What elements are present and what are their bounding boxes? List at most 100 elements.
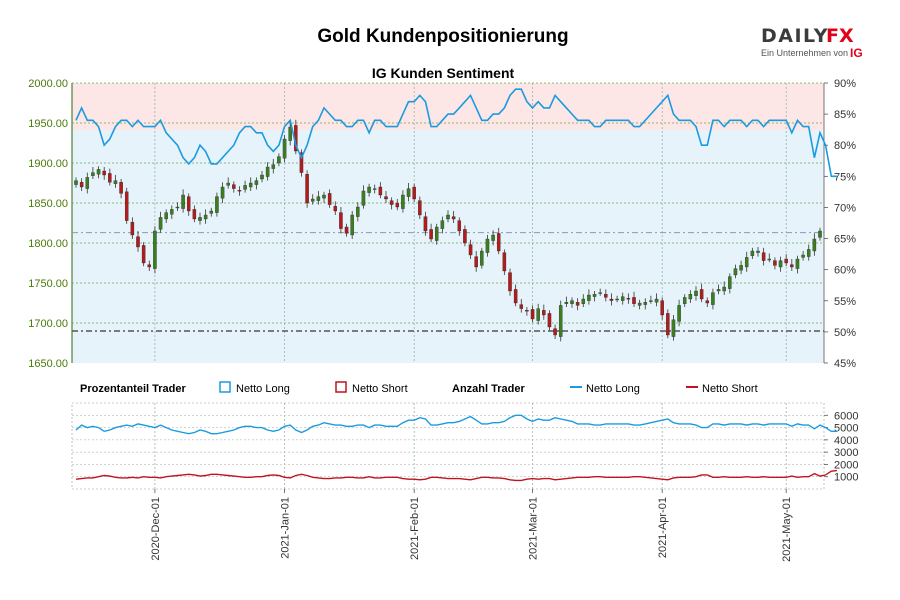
brand-name-right: FX (826, 25, 854, 47)
left-tick-label: 1900.00 (28, 158, 68, 170)
candle-body (164, 212, 168, 220)
legend-cnt-long: Netto Long (586, 383, 640, 395)
candle-body (806, 249, 811, 257)
candle-body (440, 220, 445, 229)
x-tick-label: 2021-Jan-01 (280, 497, 292, 559)
candle-body (243, 185, 247, 190)
candle-body (198, 217, 202, 221)
candle-body (508, 272, 512, 292)
candle-body (124, 191, 129, 221)
legend: Prozentanteil Trader Netto Long Netto Sh… (80, 381, 758, 395)
candle-body (271, 164, 276, 169)
candle-body (744, 257, 749, 268)
candle-body (412, 186, 416, 200)
candle-body (812, 238, 817, 252)
right-tick-label: 75% (834, 171, 856, 183)
candle-body (756, 250, 760, 253)
candle-body (395, 202, 400, 208)
candle-body (733, 268, 738, 276)
left-tick-label: 1750.00 (28, 278, 68, 290)
candle-body (79, 182, 84, 188)
candle-body (113, 180, 118, 184)
candle-body (722, 286, 726, 292)
candle-body (181, 194, 185, 209)
candle-body (175, 206, 180, 209)
candle-body (643, 302, 648, 305)
long-majority-zone (72, 130, 824, 363)
candle-body (305, 174, 309, 204)
candle-body (778, 260, 783, 268)
candle-body (141, 245, 146, 264)
pct-long-line (75, 88, 837, 178)
candle-body (699, 289, 704, 300)
candle-body (209, 210, 214, 214)
candle-body (248, 182, 253, 188)
candle-body (339, 212, 343, 229)
candle-body (728, 276, 732, 289)
candle-body (513, 289, 518, 304)
legend-pct-short: Netto Short (352, 383, 408, 395)
count-tick-label: 4000 (834, 435, 858, 447)
candle-body (429, 229, 433, 240)
candle-body (575, 302, 580, 306)
candle-body (801, 254, 805, 258)
x-tick-label: 2020-Dec-01 (150, 497, 162, 561)
right-tick-label: 55% (834, 296, 856, 308)
candle-body (457, 220, 462, 232)
candle-body (570, 300, 574, 304)
candle-body (660, 300, 664, 316)
candle-body (153, 230, 157, 269)
count-panel (72, 403, 824, 489)
count-grid (72, 403, 824, 489)
candle-body (451, 216, 456, 220)
candle-body (384, 196, 388, 200)
candle-body (203, 214, 208, 220)
candle-body (418, 200, 422, 216)
left-tick-label: 1850.00 (28, 198, 68, 210)
candle-body (310, 198, 315, 202)
candle-body (795, 258, 800, 269)
candle-body (130, 222, 135, 236)
candle-body (609, 298, 614, 301)
right-tick-label: 85% (834, 109, 856, 121)
candle-body (519, 304, 524, 309)
left-axis-ticks: 1650.00 1700.00 1750.00 1800.00 1850.00 1900.… (28, 78, 68, 370)
legend-cnt-short: Netto Short (702, 383, 758, 395)
candle-body (558, 305, 563, 337)
candle-body (288, 126, 292, 141)
candle-body (767, 258, 772, 261)
candle-body (615, 298, 619, 301)
candle-body (322, 194, 326, 199)
candle-body (682, 297, 687, 304)
candle-body (254, 180, 259, 185)
dailyfx-logo: DAILY FX Ein Unternehmen von IG (761, 25, 863, 60)
candle-body (564, 302, 569, 304)
candle-body (446, 214, 450, 220)
candle-body (784, 258, 788, 264)
candle-body (626, 298, 631, 300)
x-tick-label: 2021-May-01 (781, 497, 793, 562)
candle-body (711, 292, 715, 305)
candle-body (372, 188, 377, 190)
candle-body (367, 186, 371, 193)
candle-body (649, 300, 653, 302)
reference-lines (72, 232, 824, 332)
cnt-long-line (75, 414, 837, 435)
right-tick-label: 45% (834, 358, 856, 370)
left-tick-label: 2000.00 (28, 78, 68, 90)
candle-body (277, 156, 281, 164)
candle-body (587, 294, 591, 301)
right-axis-ticks: 45% 50% 55% 60% 65% 70% 75% 80% 85% 90% (823, 78, 856, 370)
candle-body (260, 174, 264, 180)
candle-body (750, 250, 755, 256)
candle-body (350, 214, 354, 236)
count-tick-label: 3000 (834, 447, 858, 459)
legend-pct-long: Netto Long (236, 383, 290, 395)
short-majority-zone (72, 83, 824, 130)
candle-body (688, 294, 693, 300)
candle-body (96, 169, 101, 175)
candle-body (186, 196, 191, 212)
candle-body (170, 209, 174, 215)
candle-body (547, 313, 552, 328)
